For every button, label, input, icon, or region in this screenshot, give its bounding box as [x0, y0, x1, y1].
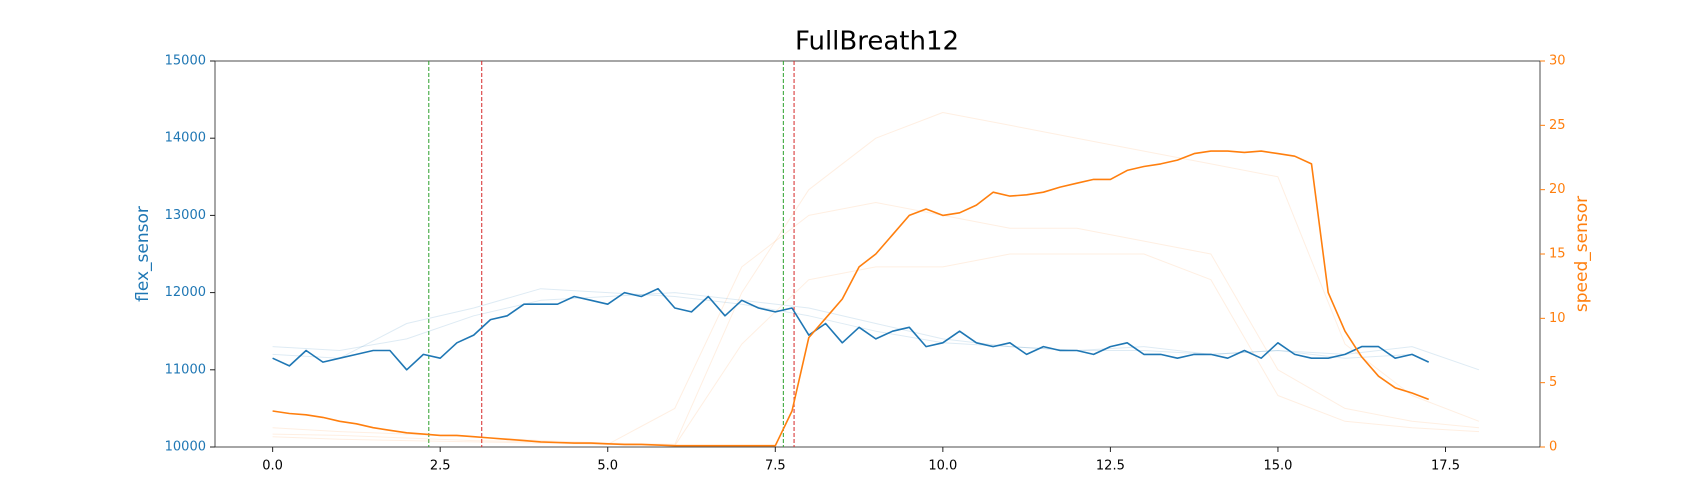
y2-tick-label: 15	[1549, 247, 1566, 262]
y-axis-label: flex_sensor	[133, 206, 153, 302]
y2-tick-label: 0	[1549, 440, 1557, 455]
y2-tick-label: 20	[1549, 182, 1566, 197]
x-tick-label: 17.5	[1431, 459, 1460, 474]
plot-frame	[214, 60, 1541, 448]
x-tick-label: 12.5	[1096, 459, 1125, 474]
y2-axis-label: speed_sensor	[1572, 196, 1592, 312]
x-tick-label: 5.0	[597, 459, 618, 474]
y-tick-label: 14000	[165, 131, 206, 146]
y2-tick-label: 10	[1549, 311, 1566, 326]
x-tick-label: 2.5	[430, 459, 451, 474]
series-line	[272, 287, 1430, 371]
x-tick-label: 10.0	[928, 459, 957, 474]
faint-line	[272, 202, 1480, 445]
x-tick-label: 0.0	[262, 459, 283, 474]
y-tick-label: 15000	[165, 54, 206, 69]
y-tick-label: 13000	[165, 208, 206, 223]
y2-tick-label: 5	[1549, 375, 1557, 390]
x-tick-label: 15.0	[1263, 459, 1292, 474]
y2-tick-label: 30	[1549, 54, 1566, 69]
chart-title: FullBreath12	[795, 27, 959, 57]
faint-line	[272, 288, 1480, 371]
faint-line	[272, 253, 1480, 447]
x-tick-label: 7.5	[765, 459, 786, 474]
faint-line	[272, 112, 1480, 445]
y-tick-label: 12000	[165, 285, 206, 300]
y-tick-label: 11000	[165, 362, 206, 377]
y-tick-label: 10000	[165, 440, 206, 455]
series-line	[272, 150, 1429, 447]
faint-line	[272, 292, 1413, 359]
y2-tick-label: 25	[1549, 118, 1566, 133]
